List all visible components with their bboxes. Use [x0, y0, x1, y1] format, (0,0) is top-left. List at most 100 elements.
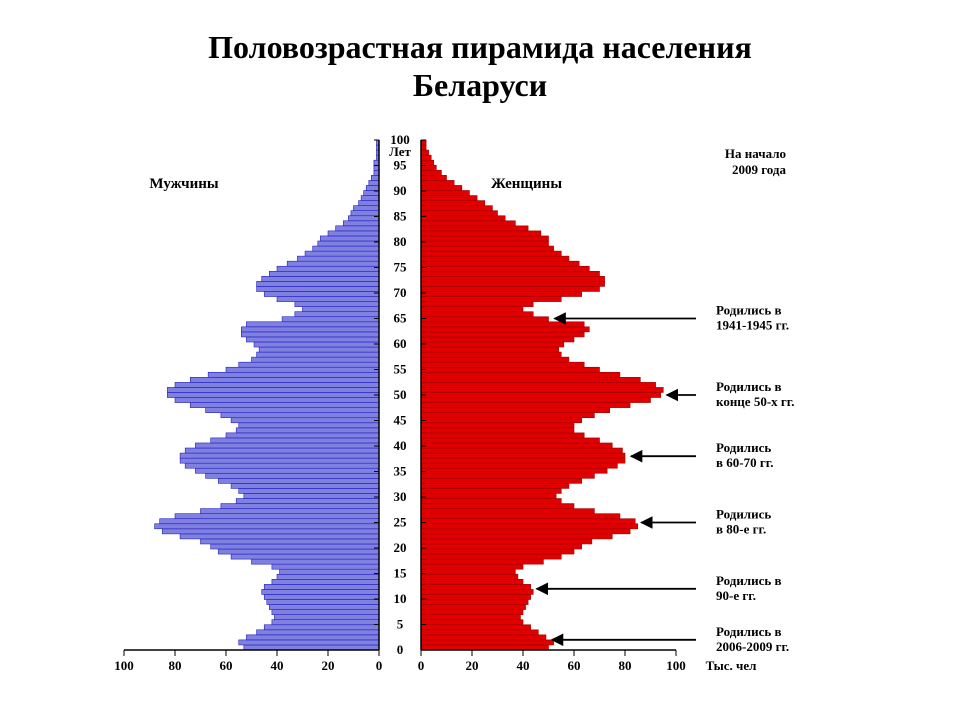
male-bar: [175, 382, 379, 387]
female-bar: [421, 524, 638, 529]
female-bar: [421, 170, 441, 175]
male-bar: [305, 251, 379, 256]
female-bar: [421, 549, 574, 554]
male-bar: [241, 332, 379, 337]
female-bar: [421, 312, 533, 317]
female-bar: [421, 317, 549, 322]
male-bars: [155, 140, 379, 650]
male-bar: [257, 630, 379, 635]
male-bar: [226, 367, 379, 372]
female-bar: [421, 468, 607, 473]
female-bar: [421, 231, 541, 236]
male-bar: [264, 594, 379, 599]
female-bar: [421, 276, 605, 281]
female-bar: [421, 640, 554, 645]
female-bar: [421, 625, 531, 630]
female-bar: [421, 478, 582, 483]
female-bar: [421, 610, 523, 615]
male-bar: [155, 524, 379, 529]
male-bar: [254, 342, 379, 347]
annotation-label: Родились в2006-2009 гг.: [716, 624, 789, 654]
y-tick-label: 45: [394, 413, 408, 428]
x-tick-label: 80: [619, 658, 632, 673]
male-bar: [218, 478, 379, 483]
y-tick-label: 90: [394, 183, 407, 198]
female-bar: [421, 428, 574, 433]
female-bar: [421, 574, 518, 579]
y-tick-label: 60: [394, 336, 407, 351]
y-tick-label: 55: [394, 362, 408, 377]
male-bar: [211, 544, 379, 549]
female-bar: [421, 398, 651, 403]
male-bar: [272, 610, 379, 615]
female-bar: [421, 473, 594, 478]
male-bar: [257, 286, 379, 291]
male-bar: [239, 423, 379, 428]
male-bar: [206, 408, 379, 413]
chart-svg: 002020404060608080100100Тыс. чел05101520…: [60, 130, 920, 690]
female-bar: [421, 539, 592, 544]
male-bar: [221, 413, 379, 418]
female-bar: [421, 165, 436, 170]
female-bar: [421, 453, 625, 458]
y-tick-label: 70: [394, 285, 407, 300]
annotation-label: Родилисьв 60-70 гг.: [716, 440, 773, 470]
male-bar: [277, 574, 379, 579]
female-bar: [421, 529, 630, 534]
female-bar: [421, 630, 538, 635]
female-bar: [421, 509, 594, 514]
male-bar: [259, 347, 379, 352]
male-bar: [236, 499, 379, 504]
male-bar: [374, 165, 379, 170]
male-bar: [185, 448, 379, 453]
y-ticks: 0510152025303540455055606570758085909510…: [374, 132, 426, 657]
female-bar: [421, 458, 625, 463]
y-tick-label: 10: [394, 591, 407, 606]
female-bar: [421, 483, 569, 488]
male-bar: [280, 569, 379, 574]
male-bar: [274, 615, 379, 620]
male-bar: [264, 584, 379, 589]
female-bar: [421, 493, 556, 498]
male-bar: [262, 276, 379, 281]
y-tick-label: 35: [394, 464, 408, 479]
y-tick-label: 0: [397, 642, 404, 657]
female-bar: [421, 281, 605, 286]
male-bar: [264, 625, 379, 630]
female-bar: [421, 463, 617, 468]
male-bar: [206, 473, 379, 478]
male-bar: [195, 443, 379, 448]
male-bar: [336, 226, 379, 231]
male-bar: [318, 241, 379, 246]
male-bar: [160, 519, 379, 524]
male-bar: [269, 271, 379, 276]
male-bar: [239, 640, 379, 645]
x-tick-label: 60: [220, 658, 233, 673]
male-bar: [366, 185, 379, 190]
female-bar: [421, 221, 515, 226]
male-bar: [195, 468, 379, 473]
female-bar: [421, 261, 579, 266]
female-bar: [421, 362, 584, 367]
male-bar: [313, 246, 379, 251]
female-bar: [421, 271, 600, 276]
female-bar: [421, 433, 584, 438]
male-bar: [239, 362, 379, 367]
female-bar: [421, 448, 622, 453]
female-bar: [421, 367, 600, 372]
y-tick-label: 80: [394, 234, 407, 249]
x-tick-label: 0: [418, 658, 425, 673]
male-bar: [167, 387, 379, 392]
female-bar: [421, 236, 549, 241]
female-bar: [421, 584, 531, 589]
male-bar: [272, 564, 379, 569]
female-bar: [421, 226, 528, 231]
y-tick-label: 20: [394, 540, 407, 555]
male-bar: [262, 589, 379, 594]
y-tick-label: 5: [397, 617, 404, 632]
female-bar: [421, 554, 561, 559]
annotation-label: Родились в1941-1945 гг.: [716, 303, 789, 333]
male-bar: [185, 463, 379, 468]
female-bars: [421, 140, 663, 650]
female-bar: [421, 413, 594, 418]
